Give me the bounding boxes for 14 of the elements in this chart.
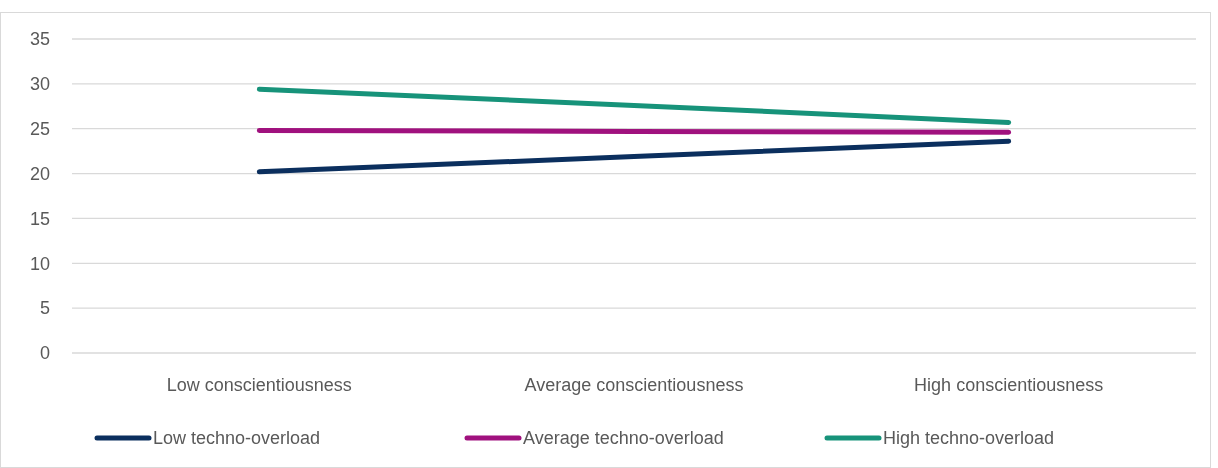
y-tick-label: 25 <box>29 119 50 140</box>
y-tick-label: 0 <box>39 343 50 364</box>
y-tick-label: 20 <box>29 163 50 184</box>
legend-label: Average techno-overload <box>523 428 724 449</box>
x-tick-label: Low conscientiousness <box>166 375 352 395</box>
x-tick-label: Average conscientiousness <box>524 375 744 395</box>
y-tick-label: 10 <box>29 253 50 274</box>
y-tick-label: 5 <box>39 298 50 319</box>
legend-label: Low techno-overload <box>153 428 321 449</box>
y-tick-label: 30 <box>29 74 50 95</box>
x-tick-label: High conscientiousness <box>914 375 1104 395</box>
y-tick-label: 15 <box>29 208 50 229</box>
legend-label: High techno-overload <box>883 428 1055 449</box>
y-tick-label: 35 <box>29 29 50 50</box>
